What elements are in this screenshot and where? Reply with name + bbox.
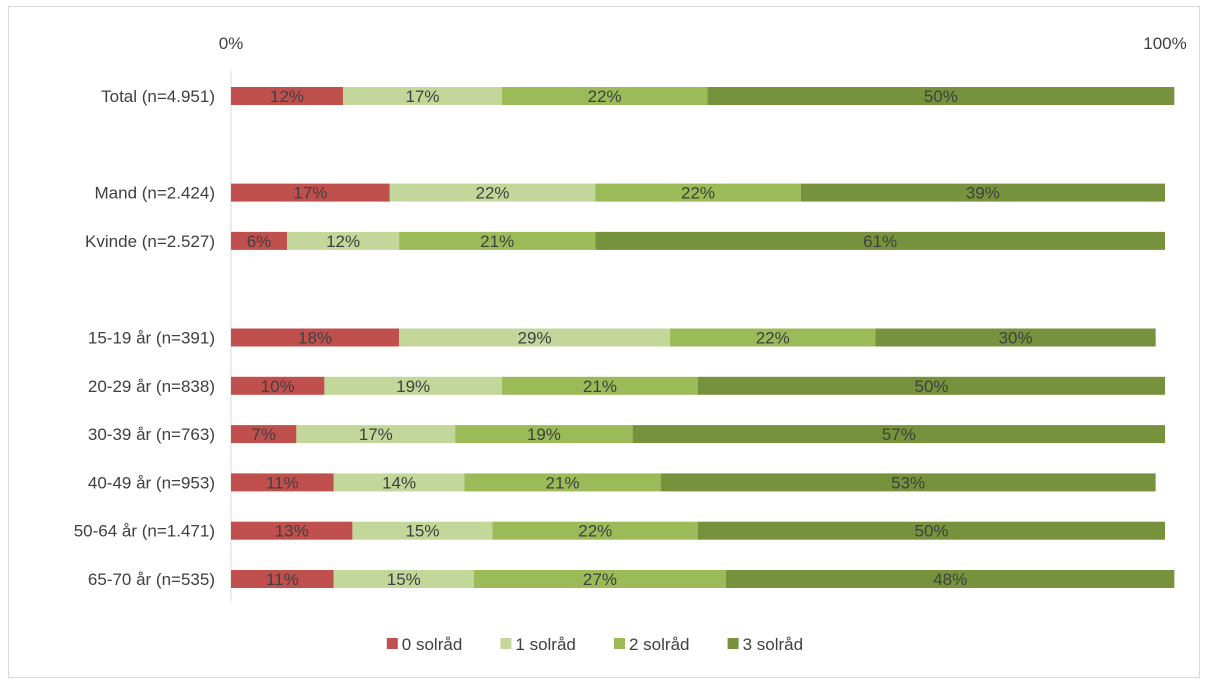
legend-label: 1 solråd <box>515 635 575 654</box>
x-tick-label: 100% <box>1143 34 1186 53</box>
category-label: 65-70 år (n=535) <box>88 570 215 589</box>
bar-segment <box>231 231 288 250</box>
bar-segment <box>501 87 708 105</box>
data-label: 50% <box>914 377 948 396</box>
bar-segment <box>231 328 400 347</box>
data-label: 15% <box>387 570 421 589</box>
bar-segment <box>399 328 670 347</box>
category-label: 50-64 år (n=1.471) <box>74 522 215 541</box>
bar-segment <box>296 425 456 444</box>
bar-segment <box>231 425 297 444</box>
data-label: 12% <box>270 87 304 106</box>
legend-label: 0 solråd <box>402 635 462 654</box>
data-label: 53% <box>891 473 925 492</box>
data-label: 48% <box>933 570 967 589</box>
chart-frame: 0% 100% Total (n=4.951) 12% 17% 22% 50% Mand (n… <box>8 6 1200 678</box>
data-label: 7% <box>251 425 276 444</box>
category-label: Mand (n=2.424) <box>95 184 216 203</box>
data-label: 17% <box>359 425 393 444</box>
data-label: 22% <box>588 87 622 106</box>
data-label: 50% <box>924 87 958 106</box>
data-label: 21% <box>583 377 617 396</box>
legend-swatch <box>614 638 625 649</box>
data-label: 22% <box>681 184 715 203</box>
data-label: 13% <box>275 522 309 541</box>
legend-item: 1 solråd <box>500 635 576 654</box>
bar-segment <box>352 521 493 540</box>
bar-segment <box>231 87 344 105</box>
bar-segment <box>473 570 727 588</box>
bar-segment <box>726 570 1175 588</box>
data-label: 27% <box>583 570 617 589</box>
legend-label: 3 solråd <box>743 635 803 654</box>
legend-item: 2 solråd <box>614 635 689 654</box>
bar-segment <box>660 473 1156 492</box>
legend-swatch <box>500 638 512 649</box>
bar-segment <box>800 183 1165 202</box>
bar-segment <box>231 473 334 492</box>
data-label: 50% <box>914 522 948 541</box>
bar-segment <box>231 570 334 588</box>
bar-segment <box>324 376 502 395</box>
data-label: 18% <box>298 329 332 348</box>
data-label: 6% <box>247 232 272 251</box>
bar-segment <box>399 231 596 250</box>
bar-segment <box>698 521 1165 540</box>
category-label: 20-29 år (n=838) <box>88 377 215 396</box>
bar-segment <box>595 183 801 202</box>
bar-segment <box>492 521 698 540</box>
category-label: Total (n=4.951) <box>101 87 215 106</box>
data-label: 30% <box>999 329 1033 348</box>
data-label: 29% <box>518 329 552 348</box>
legend-swatch <box>386 638 398 649</box>
category-label: 40-49 år (n=953) <box>88 473 215 492</box>
data-label: 12% <box>326 232 360 251</box>
legend-item: 0 solråd <box>386 635 462 654</box>
bar-segment <box>464 473 661 492</box>
bar-segment <box>501 376 698 395</box>
bar-segment <box>669 328 876 347</box>
data-label: 22% <box>756 329 790 348</box>
bar-segment <box>333 570 474 588</box>
data-label: 22% <box>476 184 510 203</box>
bar-segment <box>707 87 1175 105</box>
bar-segment <box>455 425 633 444</box>
data-label: 61% <box>863 232 897 251</box>
category-label: 30-39 år (n=763) <box>88 425 215 444</box>
bar-segment <box>231 521 353 540</box>
bar-segment <box>333 473 465 492</box>
data-label: 17% <box>405 87 439 106</box>
bar-segment <box>287 231 400 250</box>
data-label: 39% <box>966 184 1000 203</box>
data-label: 19% <box>527 425 561 444</box>
data-label: 14% <box>382 473 416 492</box>
legend-label: 2 solråd <box>629 635 689 654</box>
data-label: 19% <box>396 377 430 396</box>
bar-segment <box>231 183 390 202</box>
data-label: 17% <box>293 184 327 203</box>
legend-swatch <box>727 638 739 649</box>
data-label: 11% <box>266 570 299 589</box>
data-label: 21% <box>480 232 514 251</box>
data-label: 22% <box>578 522 612 541</box>
data-label: 10% <box>261 377 295 396</box>
legend-item: 3 solråd <box>727 635 803 654</box>
category-label: Kvinde (n=2.527) <box>85 232 215 251</box>
bar-segment <box>698 376 1165 395</box>
category-label: 15-19 år (n=391) <box>88 329 215 348</box>
bar-segment <box>231 376 325 395</box>
data-label: 11% <box>266 473 299 492</box>
bar-segment <box>389 183 596 202</box>
bar-segment <box>875 328 1156 347</box>
bar-segment <box>595 231 1165 250</box>
data-label: 57% <box>882 425 916 444</box>
bar-segment <box>343 87 502 105</box>
bar-segment <box>632 425 1165 444</box>
data-label: 15% <box>405 522 439 541</box>
x-tick-label: 0% <box>219 34 244 53</box>
stacked-bar-chart: 0% 100% Total (n=4.951) 12% 17% 22% 50% Mand (n… <box>74 34 1187 654</box>
data-label: 21% <box>546 473 580 492</box>
